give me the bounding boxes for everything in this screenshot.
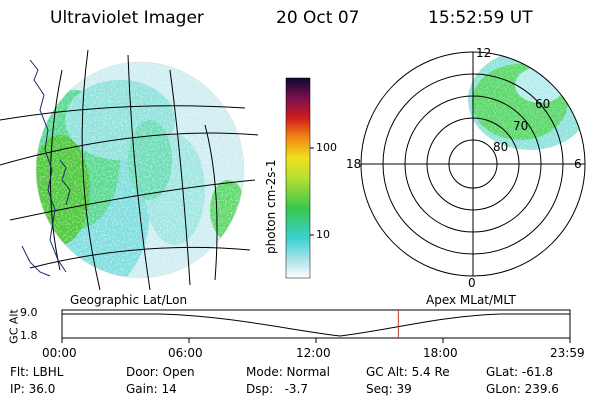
date-label: 20 Oct 07 [276,8,360,28]
timeline-xtick-4: 23:59 [550,346,585,360]
polar-plot [360,51,586,277]
instrument-title: Ultraviolet Imager [50,8,204,28]
mlat-label-80: 80 [493,140,509,154]
mlat-label-70: 70 [513,119,529,133]
mode-info: Mode: Normal [246,365,330,379]
timeline-xtick-2: 12:00 [296,346,331,360]
altitude-curve [62,313,570,337]
ip-info: IP: 36.0 [10,382,56,396]
timeline-left-label: Geographic Lat/Lon [70,293,188,307]
glon-info: GLon: 239.6 [486,382,559,396]
mlt-label-18: 18 [346,157,362,171]
mlt-label-0: 0 [468,276,476,290]
colorbar-tick-100: 100 [316,141,337,154]
mlat-label-60: 60 [535,97,551,111]
gc-alt-info: GC Alt: 5.4 Re [366,365,450,379]
timeline-xtick-3: 18:00 [423,346,458,360]
timeline-ytick-top: 9.0 [20,306,38,319]
door-info: Door: Open [126,365,195,379]
seq-info: Seq: 39 [366,382,412,396]
colorbar-label: photon cm-2s-1 [264,159,278,255]
mlt-label-6: 6 [574,157,582,171]
timeline-ytick-bottom: 1.8 [20,329,38,342]
timeline-xtick-0: 00:00 [42,346,77,360]
dsp-info: Dsp: -3.7 [246,382,309,396]
colorbar-tick-10: 10 [316,228,330,241]
timeline-xtick-1: 06:00 [168,346,203,360]
altitude-timeline [61,309,571,343]
mlt-label-12: 12 [476,46,492,60]
geographic-image [0,49,259,290]
colorbar [285,77,314,279]
timeline-right-label: Apex MLat/MLT [426,293,516,307]
glat-info: GLat: -61.8 [486,365,553,379]
time-label: 15:52:59 UT [428,8,533,28]
gain-info: Gain: 14 [126,382,177,396]
filter-info: Flt: LBHL [10,365,64,379]
